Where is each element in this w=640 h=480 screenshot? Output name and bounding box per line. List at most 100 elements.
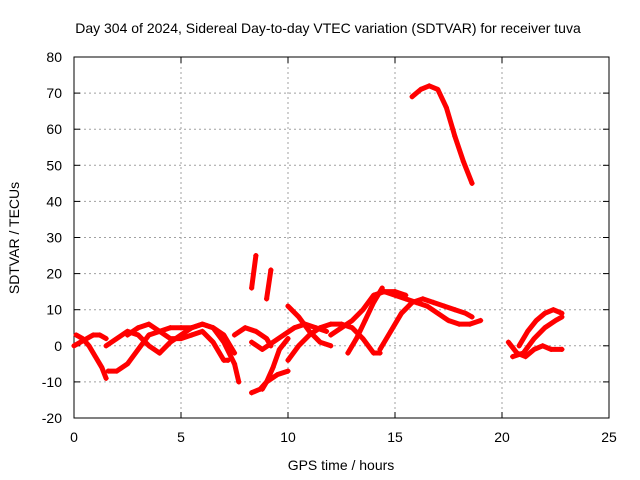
data-point bbox=[426, 83, 432, 89]
data-point bbox=[317, 339, 323, 345]
data-point bbox=[285, 368, 291, 374]
data-point bbox=[328, 321, 334, 327]
y-tick-label: 60 bbox=[46, 121, 62, 137]
data-point bbox=[253, 328, 259, 334]
series-arc-14 bbox=[285, 303, 334, 349]
x-tick-label: 15 bbox=[387, 429, 403, 445]
data-point bbox=[264, 335, 270, 342]
data-point bbox=[548, 346, 554, 353]
data-point bbox=[542, 325, 548, 331]
data-point bbox=[189, 325, 195, 331]
y-tick-label: -20 bbox=[42, 410, 62, 426]
series-arc-18 bbox=[381, 289, 484, 327]
x-tick-label: 25 bbox=[601, 429, 617, 445]
series-trace bbox=[510, 314, 565, 360]
data-point bbox=[510, 354, 516, 360]
data-point bbox=[559, 346, 565, 353]
data-point bbox=[231, 361, 238, 367]
data-point bbox=[114, 335, 120, 342]
data-point bbox=[531, 335, 537, 342]
data-point bbox=[353, 335, 360, 342]
data-point bbox=[323, 328, 330, 334]
data-point bbox=[388, 328, 394, 334]
data-point bbox=[531, 346, 537, 353]
series-arc-17 bbox=[377, 296, 475, 353]
data-point bbox=[362, 317, 368, 324]
data-point bbox=[345, 350, 351, 356]
y-tick-label: 20 bbox=[46, 266, 62, 282]
x-tick-label: 20 bbox=[494, 429, 510, 445]
data-point bbox=[452, 133, 458, 140]
data-point bbox=[285, 335, 291, 342]
data-point bbox=[268, 267, 274, 273]
data-point bbox=[435, 310, 441, 316]
y-tick-label: 70 bbox=[46, 85, 62, 101]
data-point bbox=[452, 307, 458, 313]
data-point bbox=[392, 292, 398, 298]
data-point bbox=[328, 332, 334, 338]
data-point bbox=[338, 325, 345, 331]
x-tick-label: 10 bbox=[280, 429, 296, 445]
data-point bbox=[210, 339, 216, 345]
data-point bbox=[306, 328, 312, 334]
data-point bbox=[291, 325, 298, 331]
data-point bbox=[77, 339, 84, 345]
data-point bbox=[264, 379, 270, 385]
y-tick-label: -10 bbox=[42, 374, 62, 390]
y-tick-label: 40 bbox=[46, 193, 62, 209]
data-point bbox=[435, 86, 441, 93]
data-point bbox=[420, 296, 426, 302]
series-arc-19 bbox=[409, 83, 475, 186]
data-point bbox=[469, 180, 475, 186]
data-point bbox=[167, 339, 173, 345]
data-point bbox=[225, 357, 231, 363]
data-point bbox=[360, 307, 366, 313]
data-point bbox=[199, 328, 205, 334]
data-point bbox=[445, 317, 452, 324]
y-tick-label: 50 bbox=[46, 157, 62, 173]
data-point bbox=[167, 325, 173, 331]
data-point bbox=[285, 357, 291, 363]
data-point bbox=[463, 310, 469, 316]
data-point bbox=[533, 317, 539, 324]
data-series bbox=[71, 83, 565, 396]
data-point bbox=[90, 332, 96, 338]
data-point bbox=[285, 303, 291, 309]
data-point bbox=[146, 321, 152, 327]
series-trace bbox=[249, 321, 330, 352]
y-tick-label: 80 bbox=[46, 49, 62, 65]
grid bbox=[74, 57, 609, 418]
data-point bbox=[264, 296, 270, 302]
series-trace bbox=[103, 328, 163, 356]
data-point bbox=[403, 296, 409, 302]
data-point bbox=[505, 339, 512, 345]
data-point bbox=[281, 332, 287, 338]
data-point bbox=[71, 343, 77, 349]
data-point bbox=[317, 325, 323, 331]
series-trace bbox=[409, 83, 475, 186]
x-tick-label: 0 bbox=[70, 429, 78, 445]
data-point bbox=[469, 314, 475, 320]
axis-ticks: 0 5 10 15 20 25 -20 -10 0 10 20 30 40 50 60 70 80 bbox=[42, 49, 617, 445]
data-point bbox=[114, 368, 120, 374]
data-point bbox=[349, 317, 355, 324]
data-point bbox=[296, 314, 302, 320]
data-point bbox=[424, 303, 430, 309]
series-trace bbox=[71, 332, 109, 349]
data-point bbox=[146, 332, 152, 338]
y-tick-label: 10 bbox=[46, 302, 62, 318]
data-point bbox=[540, 343, 546, 349]
data-point bbox=[259, 386, 265, 392]
data-point bbox=[522, 354, 529, 360]
series-trace bbox=[285, 321, 383, 363]
data-point bbox=[270, 339, 276, 345]
data-point bbox=[99, 364, 105, 371]
data-point bbox=[135, 332, 141, 338]
series-arc-11 bbox=[259, 335, 291, 392]
data-point bbox=[231, 350, 238, 356]
series-trace bbox=[73, 332, 109, 381]
data-point bbox=[242, 325, 248, 331]
data-point bbox=[105, 368, 111, 374]
data-point bbox=[231, 332, 238, 338]
data-point bbox=[418, 86, 424, 93]
